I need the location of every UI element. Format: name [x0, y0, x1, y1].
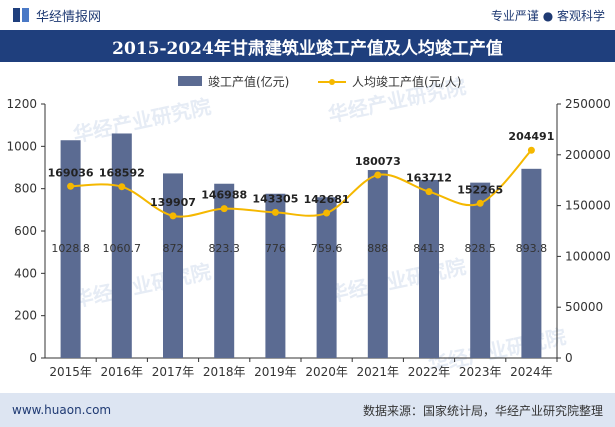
top-bar: 华经情报网 专业严谨 ● 客观科学	[0, 0, 615, 30]
line-value-label: 163712	[406, 172, 452, 185]
x-tick-label: 2019年	[254, 365, 297, 379]
y-left-tick-label: 600	[14, 224, 37, 238]
line-value-label: 169036	[48, 166, 94, 179]
y-left-tick-label: 400	[14, 266, 37, 280]
legend-line-label: 人均竣工产值(元/人)	[352, 74, 461, 89]
chart-title: 2015-2024年甘肃建筑业竣工产值及人均竣工产值	[0, 30, 615, 62]
bar-value-label: 1060.7	[103, 242, 142, 255]
watermark-text: 华经产业研究院	[326, 254, 468, 307]
legend-bar-swatch	[178, 76, 202, 86]
brand-name: 华经情报网	[36, 9, 102, 25]
line-point	[323, 209, 331, 217]
y-left-tick-label: 1200	[6, 97, 37, 111]
x-tick-label: 2018年	[203, 365, 246, 379]
watermark-text: 华经产业研究院	[71, 259, 213, 312]
y-right-tick-label: 200000	[565, 148, 611, 162]
y-left-tick-label: 1000	[6, 139, 37, 153]
x-tick-label: 2021年	[357, 365, 400, 379]
x-tick-label: 2016年	[101, 365, 144, 379]
bar-value-label: 1028.8	[51, 242, 90, 255]
bar-value-label: 828.5	[464, 242, 496, 255]
y-left-tick-label: 0	[29, 351, 37, 365]
watermark-text: 华经产业研究院	[71, 94, 213, 147]
x-tick-label: 2024年	[510, 365, 553, 379]
y-right-tick-label: 100000	[565, 249, 611, 263]
legend-bar-label: 竣工产值(亿元)	[208, 74, 289, 89]
line-series	[70, 149, 533, 218]
bar	[419, 179, 439, 358]
slogan: 专业严谨 ● 客观科学	[490, 8, 605, 23]
footer-url[interactable]: www.huaon.com	[12, 403, 112, 417]
line-point	[118, 183, 126, 191]
footer: www.huaon.com 数据来源：国家统计局，华经产业研究院整理	[0, 393, 615, 427]
y-right-tick-label: 50000	[565, 300, 603, 314]
line-point	[67, 182, 75, 190]
bar	[60, 140, 81, 358]
line-point	[476, 199, 484, 207]
line-value-label: 204491	[508, 130, 554, 143]
y-right-tick-label: 0	[565, 351, 573, 365]
line-value-label: 143305	[252, 192, 298, 205]
x-tick-label: 2017年	[152, 365, 195, 379]
bar-value-label: 823.3	[208, 242, 240, 255]
bar-value-label: 888	[367, 242, 388, 255]
bar	[214, 183, 235, 358]
x-tick-label: 2023年	[459, 365, 502, 379]
line-point	[425, 188, 433, 196]
y-right-tick-label: 150000	[565, 199, 611, 213]
line-value-label: 139907	[150, 196, 196, 209]
line-point	[169, 212, 177, 220]
line-value-label: 142681	[304, 193, 350, 206]
line-value-label: 146988	[201, 189, 247, 202]
bar	[316, 197, 337, 358]
y-left-tick-label: 200	[14, 309, 37, 323]
bar	[470, 182, 491, 358]
line-point	[271, 208, 279, 216]
bar	[521, 168, 542, 358]
bar	[367, 170, 388, 358]
x-tick-label: 2022年	[408, 365, 451, 379]
bar-value-label: 841.3	[413, 242, 445, 255]
legend-line-marker	[329, 79, 335, 85]
y-left-tick-label: 800	[14, 182, 37, 196]
line-value-label: 180073	[355, 155, 401, 168]
bar-value-label: 893.8	[516, 242, 548, 255]
y-right-tick-label: 250000	[565, 97, 611, 111]
line-point	[527, 146, 535, 154]
bar	[265, 193, 286, 358]
line-value-label: 152265	[457, 183, 503, 196]
brand-logo-icon	[13, 8, 29, 22]
line-value-label: 168592	[99, 167, 145, 180]
line-point	[374, 171, 382, 179]
x-tick-label: 2015年	[49, 365, 92, 379]
bar-value-label: 872	[163, 242, 184, 255]
brand: 华经情报网	[12, 6, 101, 25]
line-point	[220, 205, 228, 213]
bar-value-label: 759.6	[311, 242, 343, 255]
footer-source: 数据来源：国家统计局，华经产业研究院整理	[362, 403, 603, 418]
bar	[163, 173, 183, 358]
bar-value-label: 776	[265, 242, 286, 255]
x-tick-label: 2020年	[305, 365, 348, 379]
